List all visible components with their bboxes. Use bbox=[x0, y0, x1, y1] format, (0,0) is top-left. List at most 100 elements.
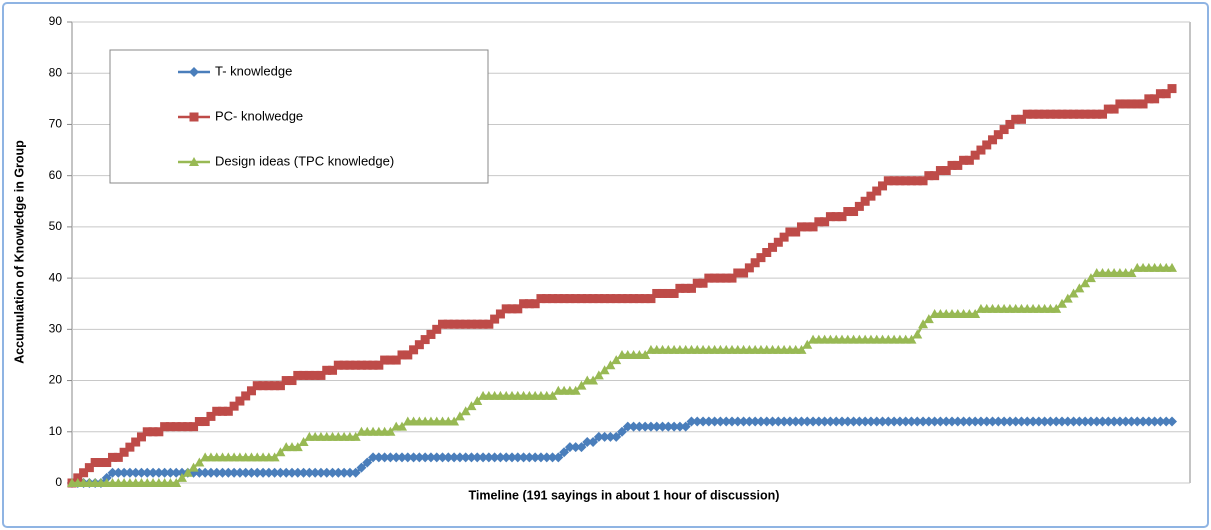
data-point bbox=[1034, 109, 1044, 119]
data-point bbox=[901, 176, 911, 186]
y-tick-label: 50 bbox=[49, 219, 63, 233]
data-point bbox=[628, 421, 639, 432]
data-point bbox=[773, 237, 783, 247]
data-point bbox=[119, 447, 129, 457]
data-point bbox=[1144, 94, 1154, 104]
data-point bbox=[698, 416, 709, 427]
data-point bbox=[350, 467, 361, 478]
data-point bbox=[501, 304, 511, 314]
data-point bbox=[1149, 416, 1160, 427]
data-point bbox=[136, 432, 146, 442]
data-point bbox=[397, 452, 407, 463]
data-point bbox=[993, 130, 1003, 140]
data-point bbox=[425, 452, 436, 463]
data-point bbox=[524, 299, 534, 309]
data-point bbox=[188, 462, 199, 472]
data-point bbox=[321, 467, 332, 478]
data-point bbox=[784, 416, 795, 427]
data-point bbox=[408, 452, 419, 463]
data-point bbox=[1080, 109, 1090, 119]
data-point bbox=[964, 155, 974, 165]
data-point bbox=[930, 171, 940, 181]
data-point bbox=[1016, 114, 1026, 124]
data-point bbox=[443, 452, 454, 463]
data-point bbox=[194, 457, 205, 467]
y-tick-label: 90 bbox=[49, 14, 63, 28]
data-point bbox=[843, 207, 853, 217]
data-point bbox=[715, 416, 726, 427]
data-point bbox=[883, 416, 894, 427]
data-point bbox=[1103, 104, 1113, 114]
data-point bbox=[906, 416, 917, 427]
data-point bbox=[200, 467, 211, 478]
data-point bbox=[918, 176, 928, 186]
data-point bbox=[849, 207, 859, 217]
data-point bbox=[461, 319, 471, 329]
data-point bbox=[339, 467, 350, 478]
data-point bbox=[993, 416, 1004, 427]
data-point bbox=[1091, 416, 1102, 427]
data-point bbox=[681, 283, 691, 293]
data-point bbox=[478, 452, 489, 463]
series bbox=[67, 416, 1177, 488]
data-point bbox=[970, 150, 980, 160]
data-point bbox=[761, 416, 772, 427]
data-point bbox=[1098, 109, 1108, 119]
data-point bbox=[970, 416, 981, 427]
data-point bbox=[1097, 416, 1108, 427]
data-point bbox=[947, 160, 957, 170]
data-point bbox=[970, 308, 981, 318]
data-point bbox=[1074, 109, 1084, 119]
data-point bbox=[622, 421, 633, 432]
data-point bbox=[211, 467, 222, 478]
data-point bbox=[403, 350, 413, 360]
data-point bbox=[669, 421, 680, 432]
data-point bbox=[241, 391, 251, 401]
data-point bbox=[1126, 267, 1137, 277]
data-point bbox=[548, 294, 558, 304]
data-point bbox=[727, 416, 737, 427]
data-point bbox=[1057, 416, 1067, 427]
data-point bbox=[344, 467, 355, 478]
data-point bbox=[976, 145, 986, 155]
data-point bbox=[235, 396, 245, 406]
data-point bbox=[454, 411, 465, 421]
data-point bbox=[923, 416, 934, 427]
data-point bbox=[356, 360, 366, 370]
data-point bbox=[651, 421, 662, 432]
data-point bbox=[385, 355, 395, 365]
data-point bbox=[455, 319, 465, 329]
data-point bbox=[542, 294, 552, 304]
data-point bbox=[975, 416, 986, 427]
data-point bbox=[102, 458, 112, 468]
data-point bbox=[1004, 416, 1015, 427]
data-point bbox=[107, 467, 118, 478]
data-point bbox=[663, 421, 674, 432]
data-point bbox=[680, 421, 691, 432]
data-point bbox=[611, 355, 622, 365]
data-point bbox=[287, 467, 297, 478]
data-point bbox=[790, 416, 801, 427]
data-point bbox=[645, 421, 656, 432]
data-point bbox=[466, 401, 477, 411]
data-point bbox=[750, 258, 760, 268]
data-point bbox=[611, 294, 621, 304]
data-point bbox=[414, 452, 425, 463]
data-point bbox=[124, 467, 135, 478]
data-point bbox=[536, 294, 546, 304]
data-point bbox=[315, 467, 326, 478]
data-point bbox=[785, 227, 795, 237]
data-point bbox=[952, 416, 963, 427]
data-point bbox=[397, 421, 407, 431]
data-point bbox=[813, 416, 824, 427]
data-point bbox=[223, 406, 233, 416]
data-point bbox=[298, 467, 309, 478]
grid: 0 10 20 30 40 50 60 70 80 90 bbox=[49, 14, 1190, 489]
data-point bbox=[721, 273, 731, 283]
legend-label: T- knowledge bbox=[215, 63, 292, 78]
data-point bbox=[617, 426, 627, 437]
data-point bbox=[1074, 283, 1085, 293]
data-point bbox=[912, 329, 923, 339]
data-point bbox=[588, 375, 599, 385]
data-point bbox=[108, 452, 118, 462]
